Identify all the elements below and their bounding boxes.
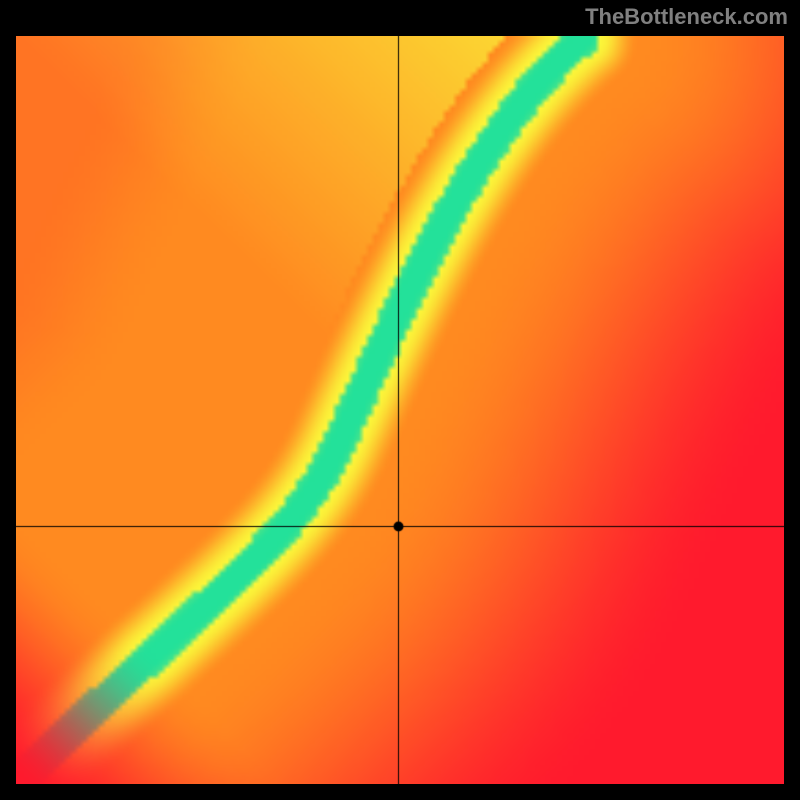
- chart-container: TheBottleneck.com: [0, 0, 800, 800]
- watermark-text: TheBottleneck.com: [585, 4, 788, 30]
- crosshair-overlay: [16, 36, 784, 784]
- plot-area: [16, 36, 784, 784]
